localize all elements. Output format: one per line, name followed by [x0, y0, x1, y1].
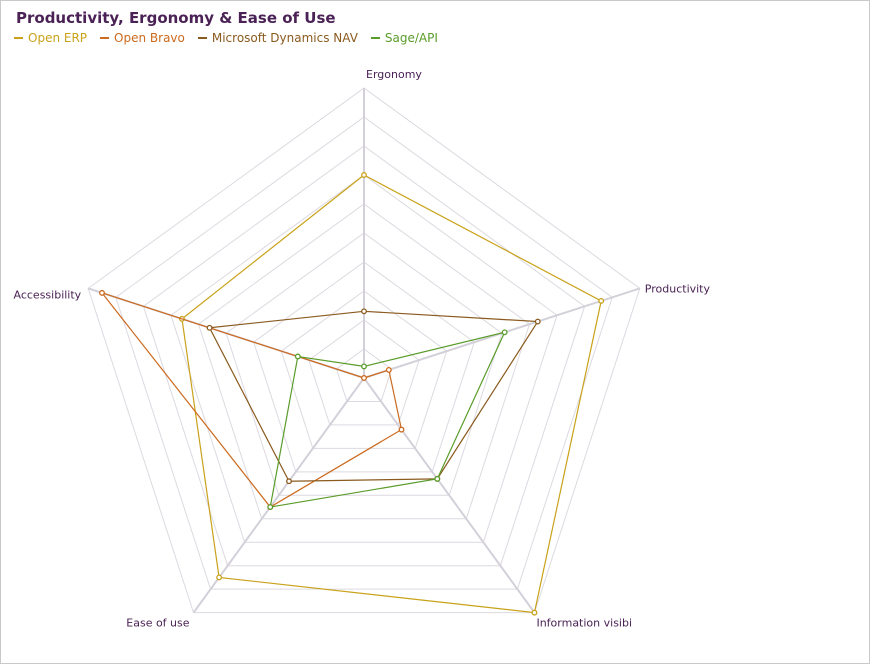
- axis-label: Accessibility: [14, 288, 82, 301]
- data-point: [294, 353, 301, 360]
- series-line: [208, 310, 539, 482]
- grid-ring: [142, 145, 586, 567]
- legend-swatch: [100, 37, 110, 39]
- data-point: [398, 426, 405, 433]
- legend-item-open-erp[interactable]: Open ERP: [14, 31, 87, 45]
- data-point: [501, 329, 508, 336]
- legend-item-sage-api[interactable]: Sage/API: [370, 31, 438, 45]
- series-line: [181, 174, 602, 614]
- data-point: [385, 366, 392, 373]
- data-point: [534, 318, 541, 325]
- grid-ring: [280, 290, 448, 449]
- data-point: [99, 289, 105, 296]
- legend: Open ERP Open Bravo Microsoft Dynamics N…: [14, 31, 451, 45]
- grid-ring: [335, 348, 393, 402]
- legend-item-open-bravo[interactable]: Open Bravo: [100, 31, 185, 45]
- chart-title: Productivity, Ergonomy & Ease of Use: [16, 9, 336, 27]
- legend-swatch: [14, 37, 23, 39]
- grid-ring: [308, 319, 420, 426]
- data-point: [361, 363, 367, 370]
- data-point: [361, 375, 367, 381]
- grid-ring: [225, 232, 503, 496]
- grid-ring: [197, 203, 531, 520]
- legend-label: Sage/API: [384, 31, 438, 45]
- grid-ring: [170, 174, 558, 543]
- data-point: [286, 478, 292, 485]
- legend-swatch: [370, 37, 380, 39]
- series-line: [269, 331, 506, 508]
- series-line: [100, 291, 403, 508]
- data-point: [267, 504, 274, 510]
- grid-ring: [87, 87, 641, 614]
- axis-label: Information visibi: [536, 617, 632, 630]
- grid-ring: [115, 116, 613, 590]
- data-point: [598, 297, 605, 304]
- axis-label: Productivity: [645, 282, 711, 295]
- data-point: [361, 308, 367, 315]
- data-point: [206, 324, 213, 331]
- legend-label: Open Bravo: [114, 31, 185, 45]
- legend-swatch: [197, 37, 207, 39]
- data-point: [216, 574, 223, 581]
- legend-label: Microsoft Dynamics NAV: [211, 31, 358, 45]
- axis-label: Ergonomy: [366, 68, 422, 81]
- axis-line: [192, 377, 365, 614]
- legend-label: Open ERP: [28, 31, 88, 45]
- data-point: [361, 172, 367, 178]
- axis-line: [363, 377, 536, 614]
- axis-label: Ease of use: [126, 617, 189, 630]
- data-point: [434, 475, 441, 482]
- grid-ring: [253, 261, 475, 473]
- legend-item-microsoft-dynamics-nav[interactable]: Microsoft Dynamics NAV: [197, 31, 358, 45]
- data-point: [531, 609, 538, 616]
